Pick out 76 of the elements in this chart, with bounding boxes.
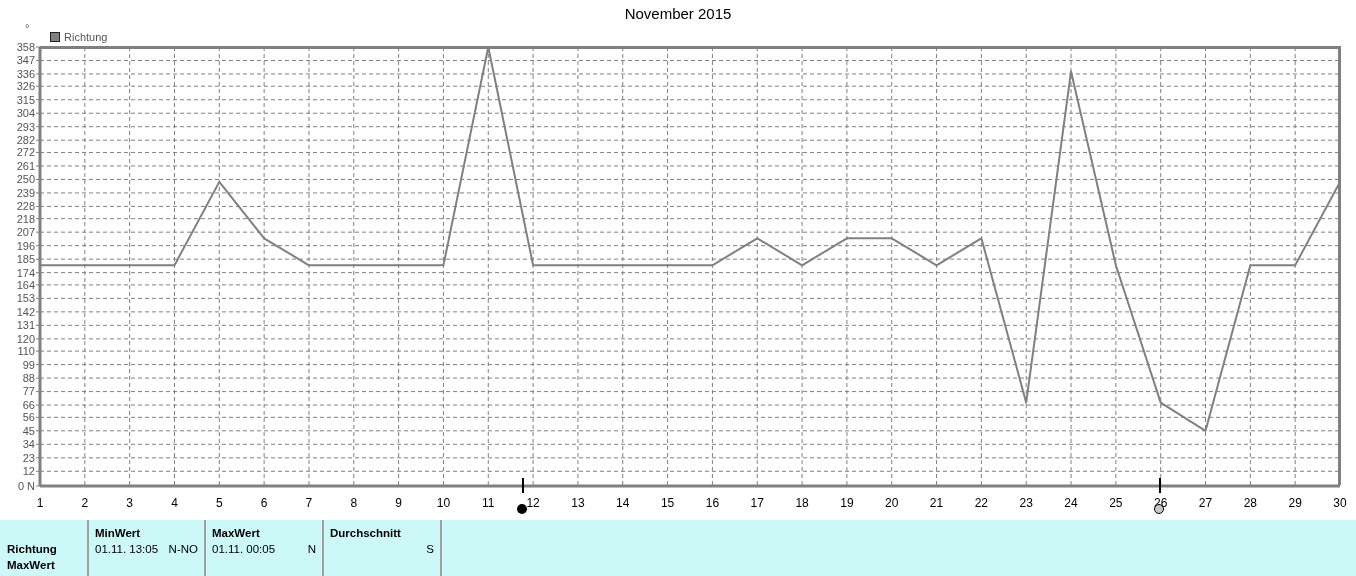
x-tick-label: 27: [1198, 495, 1213, 510]
text: N: [307, 542, 316, 556]
x-tick-label: 30: [1333, 495, 1347, 510]
y-tick-label: 261: [16, 159, 35, 172]
y-tick-label: 131: [16, 319, 35, 332]
y-tick-label: 88: [22, 371, 35, 384]
x-tick-label: 28: [1243, 495, 1258, 510]
y-tick-label: 250: [16, 173, 35, 186]
x-tick-label: 18: [795, 495, 810, 510]
text: N-NO: [168, 542, 198, 556]
chart-title: November 2015: [623, 5, 733, 22]
x-tick-label: 22: [974, 495, 989, 510]
y-tick-label: 45: [22, 424, 35, 437]
y-tick-label: 272: [16, 146, 35, 159]
text: MaxWert: [7, 558, 55, 572]
text: S: [426, 542, 434, 556]
x-tick-label: 13: [571, 495, 585, 510]
y-tick-label: 336: [16, 67, 35, 80]
y-tick-label: 347: [16, 54, 35, 67]
x-tick-label: 8: [350, 495, 358, 510]
y-tick-label: 218: [16, 212, 35, 225]
y-tick-label: 358: [16, 40, 35, 53]
text: 01.11. 00:05: [212, 542, 276, 556]
y-tick-label: 196: [16, 239, 35, 252]
text: MinWert: [95, 526, 141, 540]
y-tick-label: 77: [22, 385, 35, 398]
text: 01.11. 13:05: [95, 542, 159, 556]
x-tick-label: 14: [616, 495, 630, 510]
y-tick-label: 326: [16, 80, 35, 93]
x-tick-label: 25: [1109, 495, 1123, 510]
y-tick-label: 12: [22, 465, 35, 478]
y-tick-label: 153: [16, 292, 35, 305]
x-tick-label: 20: [885, 495, 899, 510]
y-tick-label: 56: [22, 411, 35, 424]
y-tick-label: 239: [16, 186, 35, 199]
x-tick-label: 2: [81, 495, 89, 510]
y-tick-label: 0 N: [17, 479, 36, 492]
y-tick-label: 23: [22, 451, 35, 464]
text: Durchschnitt: [330, 526, 401, 540]
text: Richtung: [7, 542, 57, 556]
y-tick-label: 304: [16, 107, 35, 120]
x-tick-label: 7: [305, 495, 313, 510]
x-tick-label: 5: [215, 495, 223, 510]
y-tick-label: 164: [16, 278, 35, 291]
text: MaxWert: [212, 526, 260, 540]
y-tick-label: 66: [22, 398, 35, 411]
legend-label: Richtung: [64, 31, 108, 43]
x-tick-label: 11: [482, 495, 495, 510]
x-tick-label: 4: [171, 495, 179, 510]
x-tick-label: 3: [126, 495, 134, 510]
y-tick-label: 142: [16, 305, 35, 318]
y-tick-label: 120: [16, 332, 35, 345]
x-tick-label: 15: [660, 495, 675, 510]
y-axis-title: °: [25, 22, 30, 34]
x-tick-label: 21: [929, 495, 944, 510]
x-tick-label: 29: [1288, 495, 1303, 510]
x-tick-label: 23: [1019, 495, 1034, 510]
x-tick-label: 9: [395, 495, 403, 510]
x-tick-label: 1: [36, 495, 44, 510]
x-tick-label: 12: [526, 495, 541, 510]
x-tick-label: 10: [436, 495, 451, 510]
y-tick-label: 34: [22, 438, 35, 451]
y-tick-label: 207: [16, 226, 35, 239]
y-tick-label: 110: [17, 345, 35, 358]
x-tick-label: 16: [705, 495, 720, 510]
y-tick-label: 282: [16, 134, 35, 147]
y-tick-label: 293: [16, 120, 35, 133]
x-tick-label: 24: [1064, 495, 1079, 510]
y-tick-label: 99: [22, 358, 35, 371]
x-tick-label: 17: [750, 495, 765, 510]
x-tick-label: 6: [260, 495, 268, 510]
y-tick-label: 185: [16, 253, 35, 266]
y-tick-label: 315: [16, 93, 35, 106]
x-tick-label: 19: [840, 495, 854, 510]
y-tick-label: 174: [16, 266, 35, 279]
y-tick-label: 228: [16, 200, 35, 213]
